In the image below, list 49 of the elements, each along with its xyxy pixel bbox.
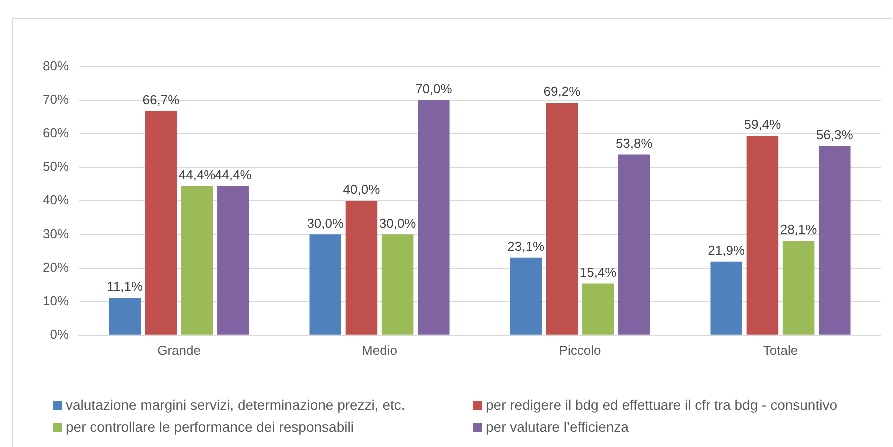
data-label: 70,0% [415,81,453,96]
bar [782,241,815,335]
data-label: 69,2% [544,84,582,100]
data-label: 40,0% [343,182,381,198]
bar [382,234,414,335]
legend-label: valutazione margini servizi, determinazione prezzi, etc. [66,397,406,413]
x-tick-label: Medio [362,342,398,358]
y-tick-label: 10% [42,293,70,308]
data-label: 30,0% [379,216,417,231]
data-label: 44,4% [214,167,252,182]
data-label: 59,4% [744,117,782,132]
bar [618,154,650,335]
bar [510,258,542,335]
y-tick-label: 30% [42,226,70,242]
data-label: 30,0% [307,216,344,231]
data-label: 66,7% [142,92,180,108]
bar [346,201,378,335]
bar [546,103,578,335]
data-label: 11,1% [107,279,144,294]
bar [710,262,742,335]
data-label: 21,9% [708,242,746,258]
y-tick-label: 50% [42,159,70,174]
y-tick-label: 40% [42,192,70,208]
data-label: 23,1% [508,238,545,254]
bar [819,146,851,335]
x-tick-label: Totale [763,342,798,358]
data-label: 56,3% [816,127,854,142]
y-tick-label: 0% [50,326,70,342]
x-tick-label: Grande [158,342,201,358]
legend-label: per redigere il bdg ed effettuare il cfr tra bdg - consuntivo [486,397,838,413]
bar [218,186,250,335]
y-tick-label: 60% [42,126,70,141]
bar [181,186,214,335]
x-tick-label: Piccolo [559,342,602,358]
bar [109,298,142,335]
bar [145,111,178,335]
data-label: 53,8% [616,136,654,151]
y-tick-label: 70% [42,92,70,107]
legend-label: per controllare le performance dei responsabili [66,419,354,435]
bar [310,234,342,335]
data-label: 44,4% [178,167,216,182]
bar [582,284,614,335]
bar [418,100,450,335]
y-tick-label: 20% [42,260,70,275]
data-label: 28,1% [780,222,818,238]
legend-label: per valutare l’efficienza [486,419,629,435]
data-label: 15,4% [580,264,618,280]
y-tick-label: 80% [42,58,70,74]
bar [746,136,779,335]
